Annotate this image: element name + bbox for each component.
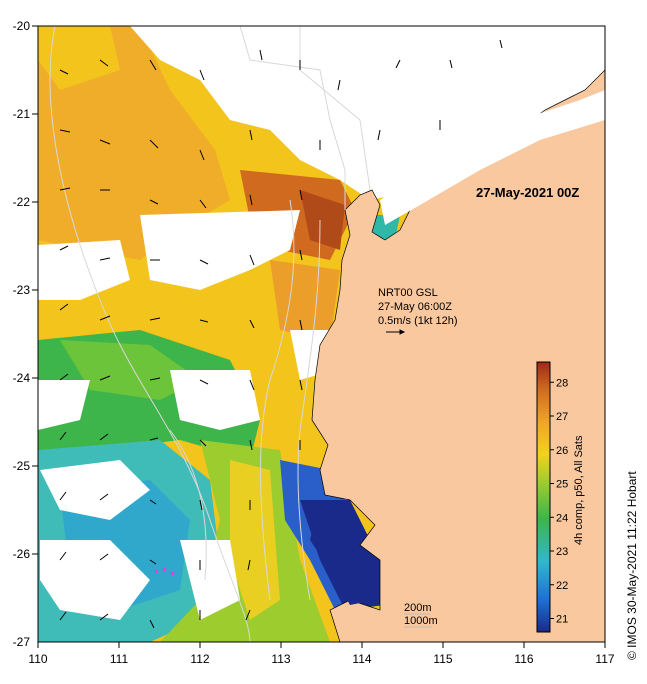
x-tick-label: 114 <box>352 652 371 666</box>
sst-field <box>38 26 400 642</box>
depth-label-1000m: 1000m <box>404 615 438 627</box>
depth-label-200m: 200m <box>404 602 432 614</box>
magenta-markers <box>155 568 174 575</box>
colorbar-tick-label: 21 <box>556 614 568 626</box>
x-tick-label: 113 <box>271 652 290 666</box>
colorbar-tick-label: 24 <box>556 512 568 524</box>
current-source: NRT00 GSL <box>378 287 438 299</box>
y-tick-label: -26 <box>13 547 31 561</box>
colorbar-label: 4h comp, p50, All Sats <box>573 435 585 545</box>
y-axis-labels: -20 -21 -22 -23 -24 -25 -26 -27 <box>13 19 31 649</box>
x-tick-label: 111 <box>110 652 129 666</box>
plot-frame <box>37 25 606 643</box>
colorbar-tick-label: 23 <box>556 546 568 558</box>
colorbar-tick-label: 22 <box>556 580 568 592</box>
y-tick-marks <box>32 25 38 555</box>
scale-arrow-icon <box>386 329 406 335</box>
current-time: 27-May 06:00Z <box>378 301 452 313</box>
colorbar-tick-label: 28 <box>556 377 568 389</box>
x-tick-label: 112 <box>190 652 209 666</box>
shark-bay-water <box>310 500 375 605</box>
x-tick-label: 117 <box>595 652 614 666</box>
date-label: 27-May-2021 00Z <box>476 185 579 200</box>
coastal-cloud <box>380 90 605 225</box>
y-tick-label: -23 <box>13 283 31 297</box>
colorbar-tick-label: 27 <box>556 411 568 423</box>
current-info: NRT00 GSL 27-May 06:00Z 0.5m/s (1kt 12h) <box>378 287 457 335</box>
bathymetry-contours <box>49 26 371 642</box>
y-tick-label: -20 <box>13 19 31 33</box>
current-vectors <box>59 39 503 629</box>
y-tick-label: -27 <box>13 635 31 649</box>
colorbar-gradient <box>536 361 551 633</box>
colorbar-tick-label: 26 <box>556 445 568 457</box>
colorbar-ticks: 21 22 23 24 25 26 27 28 <box>550 377 568 626</box>
x-axis-labels: 110 111 112 113 114 115 116 117 <box>28 652 614 666</box>
depth-legend: 200m 1000m <box>404 602 438 628</box>
x-tick-label: 115 <box>433 652 452 666</box>
credit-text: © IMOS 30-May-2021 11:22 Hobart <box>625 471 639 660</box>
y-tick-label: -21 <box>13 107 31 121</box>
x-tick-marks <box>37 642 606 648</box>
colorbar: 21 22 23 24 25 26 27 28 4h comp, p50, All Sats <box>536 361 585 633</box>
x-tick-label: 110 <box>28 652 47 666</box>
y-tick-label: -25 <box>13 459 31 473</box>
colorbar-tick-label: 25 <box>556 479 568 491</box>
y-tick-label: -22 <box>13 195 31 209</box>
x-tick-label: 116 <box>514 652 533 666</box>
y-tick-label: -24 <box>13 371 31 385</box>
current-scale: 0.5m/s (1kt 12h) <box>378 315 457 327</box>
